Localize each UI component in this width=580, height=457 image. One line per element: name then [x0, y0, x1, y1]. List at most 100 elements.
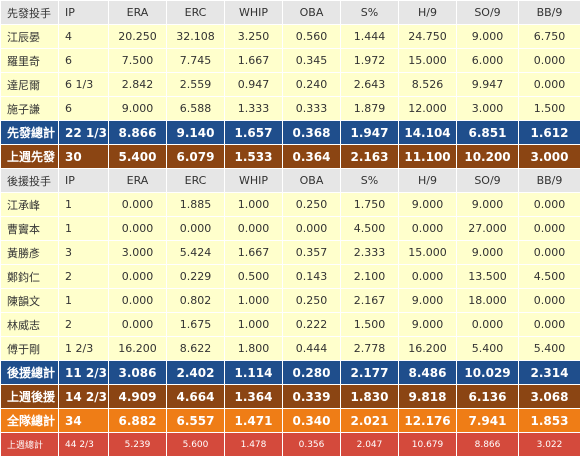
stat-cell: 1.667 — [225, 49, 283, 73]
row-label: 江承峰 — [1, 193, 59, 217]
stat-cell: 8.486 — [399, 361, 457, 385]
stat-cell: 2.643 — [341, 73, 399, 97]
stat-cell: 1.972 — [341, 49, 399, 73]
stat-cell: 9.000 — [399, 289, 457, 313]
stat-cell: 18.000 — [457, 289, 519, 313]
stat-cell: 9.818 — [399, 385, 457, 409]
stat-cell: 8.622 — [167, 337, 225, 361]
stat-cell: SO/9 — [457, 169, 519, 193]
stat-cell: 0.000 — [109, 289, 167, 313]
stat-cell: 0.356 — [283, 433, 341, 457]
stat-cell: 6.851 — [457, 121, 519, 145]
stat-cell: 14 2/3 — [59, 385, 109, 409]
row-label: 羅里奇 — [1, 49, 59, 73]
stat-cell: 1 2/3 — [59, 337, 109, 361]
stat-cell: 3.000 — [457, 97, 519, 121]
stat-cell: 10.200 — [457, 145, 519, 169]
stat-cell: 2 — [59, 313, 109, 337]
stat-cell: BB/9 — [519, 1, 580, 25]
stat-cell: 2.021 — [341, 409, 399, 433]
stat-cell: 0.240 — [283, 73, 341, 97]
stat-cell: 1.114 — [225, 361, 283, 385]
stat-cell: 7.745 — [167, 49, 225, 73]
stat-cell: 0.947 — [225, 73, 283, 97]
stat-cell: 7.941 — [457, 409, 519, 433]
stat-cell: 2.100 — [341, 265, 399, 289]
stat-cell: ERA — [109, 169, 167, 193]
stat-cell: IP — [59, 169, 109, 193]
row-label: 全隊總計 — [1, 409, 59, 433]
stat-cell: 3.022 — [519, 433, 580, 457]
stat-cell: 0.000 — [519, 289, 580, 313]
stat-cell: 0.000 — [519, 217, 580, 241]
row-label: 陳韻文 — [1, 289, 59, 313]
stat-cell: 3.250 — [225, 25, 283, 49]
stat-cell: 0.000 — [167, 217, 225, 241]
stat-cell: 9.000 — [457, 241, 519, 265]
stat-cell: 1.675 — [167, 313, 225, 337]
stat-cell: 1.444 — [341, 25, 399, 49]
stat-cell: ERC — [167, 1, 225, 25]
row-label: 鄭鈞仁 — [1, 265, 59, 289]
stat-cell: 9.947 — [457, 73, 519, 97]
row-label: 黃勝彥 — [1, 241, 59, 265]
stat-cell: 14.104 — [399, 121, 457, 145]
stat-cell: 1.478 — [225, 433, 283, 457]
stat-cell: OBA — [283, 169, 341, 193]
stat-cell: 0.000 — [109, 193, 167, 217]
stat-cell: 0.339 — [283, 385, 341, 409]
stat-cell: 1.657 — [225, 121, 283, 145]
stat-cell: 5.600 — [167, 433, 225, 457]
stat-cell: 6 1/3 — [59, 73, 109, 97]
stat-cell: 6 — [59, 49, 109, 73]
stat-cell: 15.000 — [399, 241, 457, 265]
stat-cell: 15.000 — [399, 49, 457, 73]
stat-cell: 10.029 — [457, 361, 519, 385]
stat-cell: 0.345 — [283, 49, 341, 73]
stat-cell: OBA — [283, 1, 341, 25]
stat-cell: 1.333 — [225, 97, 283, 121]
stat-cell: ERC — [167, 169, 225, 193]
stat-cell: 1.500 — [519, 97, 580, 121]
stat-cell: 0.368 — [283, 121, 341, 145]
stat-cell: 2 — [59, 265, 109, 289]
stat-cell: 0.000 — [225, 217, 283, 241]
stat-cell: S% — [341, 1, 399, 25]
stat-cell: H/9 — [399, 1, 457, 25]
stat-cell: 0.000 — [519, 193, 580, 217]
stat-cell: 2.177 — [341, 361, 399, 385]
stat-cell: 1.364 — [225, 385, 283, 409]
stat-cell: 0.364 — [283, 145, 341, 169]
stat-cell: 1.750 — [341, 193, 399, 217]
stat-cell: 0.357 — [283, 241, 341, 265]
stat-cell: 1.000 — [225, 313, 283, 337]
stat-cell: 22 1/3 — [59, 121, 109, 145]
stat-cell: 2.167 — [341, 289, 399, 313]
stat-cell: 0.229 — [167, 265, 225, 289]
stat-cell: 3 — [59, 241, 109, 265]
stat-cell: 0.560 — [283, 25, 341, 49]
row-label: 施子謙 — [1, 97, 59, 121]
stat-cell: 13.500 — [457, 265, 519, 289]
stat-cell: 12.176 — [399, 409, 457, 433]
row-label: 先發總計 — [1, 121, 59, 145]
stat-cell: 11.100 — [399, 145, 457, 169]
stat-cell: 0.000 — [519, 313, 580, 337]
stat-cell: 3.068 — [519, 385, 580, 409]
stat-cell: 6.557 — [167, 409, 225, 433]
stat-cell: 2.559 — [167, 73, 225, 97]
stat-cell: 0.444 — [283, 337, 341, 361]
stat-cell: 5.400 — [519, 337, 580, 361]
stat-cell: 6.000 — [457, 49, 519, 73]
stat-cell: 4.909 — [109, 385, 167, 409]
stat-cell: 1.947 — [341, 121, 399, 145]
stat-cell: 0.250 — [283, 289, 341, 313]
